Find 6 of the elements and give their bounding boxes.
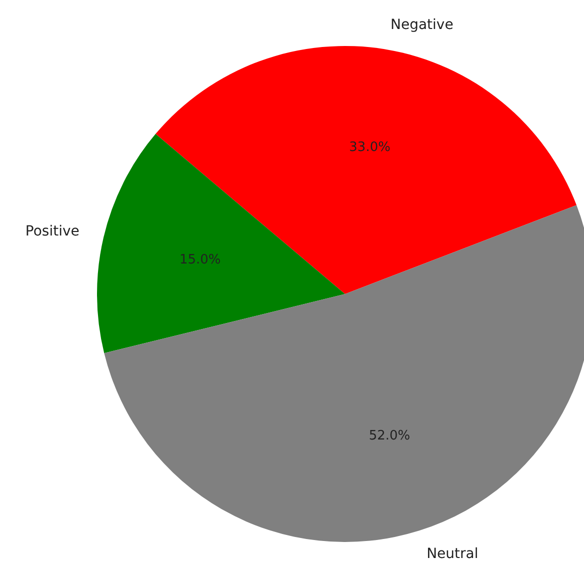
data-label: 52.0% <box>368 428 410 444</box>
data-label: 33.0% <box>349 140 390 155</box>
slice-label: Positive <box>25 224 80 240</box>
slice-label: Negative <box>390 16 454 33</box>
data-label: 15.0% <box>179 252 221 268</box>
slice-label: Neutral <box>426 546 478 562</box>
